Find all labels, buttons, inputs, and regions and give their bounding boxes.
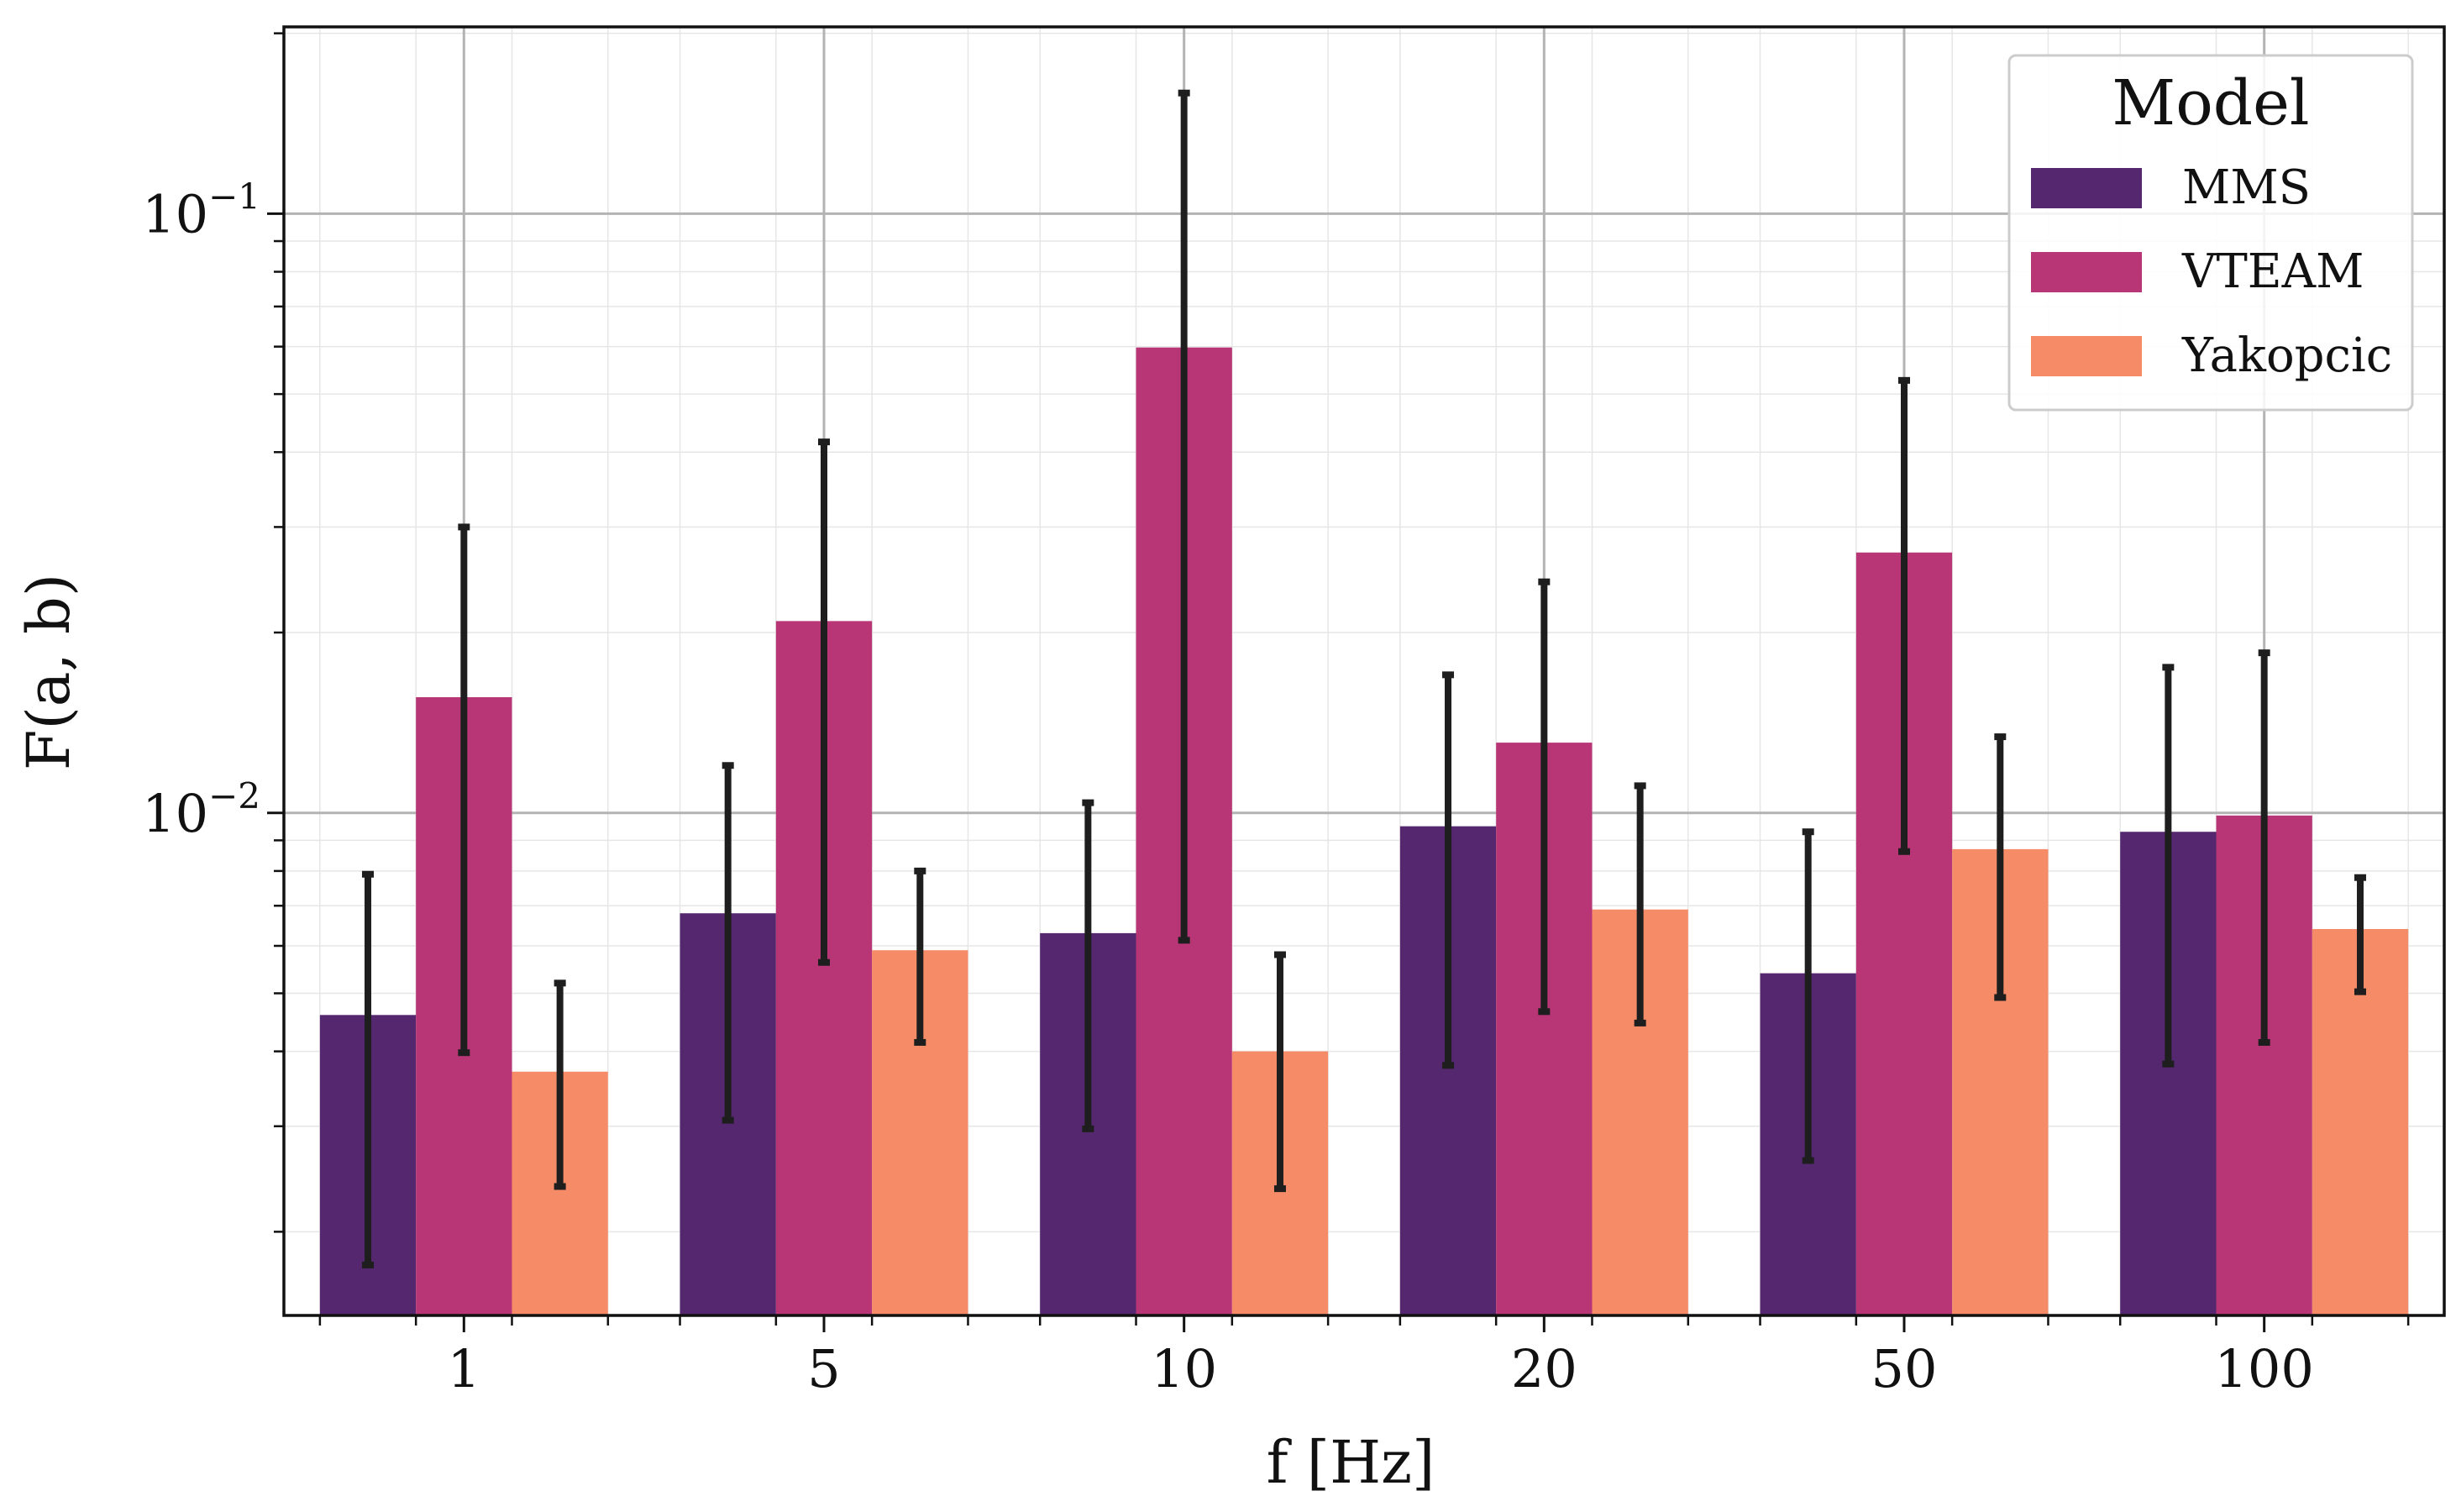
y-tick-exponent: −1 xyxy=(208,176,260,217)
legend-label: Yakopcic xyxy=(2181,328,2392,383)
legend-items: MMS VTEAM Yakopcic xyxy=(2031,160,2392,383)
legend-label: VTEAM xyxy=(2181,244,2364,299)
legend-label: MMS xyxy=(2182,160,2311,215)
y-axis-label: F(a, b) xyxy=(14,574,83,770)
x-tick-label: 100 xyxy=(2214,1338,2313,1399)
legend-swatch xyxy=(2031,336,2142,376)
y-tick-base: 10 xyxy=(142,183,208,244)
x-tick-label: 50 xyxy=(1871,1338,1938,1399)
y-tick-label: 10−1 xyxy=(142,176,260,244)
y-tick-exponent: −2 xyxy=(208,775,260,816)
legend: Model MMS VTEAM Yakopcic xyxy=(2007,54,2414,412)
x-tick-label: 5 xyxy=(807,1338,840,1399)
error-bars xyxy=(362,89,2366,1268)
y-tick-base: 10 xyxy=(142,783,208,844)
bars xyxy=(319,347,2409,1316)
x-tick-label: 10 xyxy=(1151,1338,1217,1399)
y-axis-label-text: F(a, b) xyxy=(14,574,83,770)
x-axis-label-text: f [Hz] xyxy=(1267,1428,1435,1497)
axis-ticks: 10−210−11 5 10 20 50 100 xyxy=(142,32,2410,1399)
legend-frame xyxy=(2007,54,2414,412)
legend-swatch xyxy=(2031,252,2142,292)
legend-swatch xyxy=(2031,168,2142,208)
legend-title: Model xyxy=(2112,67,2309,139)
x-tick-label: 20 xyxy=(1511,1338,1577,1399)
y-tick-label: 10−2 xyxy=(142,775,260,844)
plot-frame xyxy=(282,25,2446,1317)
x-tick-label: 1 xyxy=(448,1338,480,1399)
x-axis-label: f [Hz] xyxy=(1267,1428,1435,1497)
